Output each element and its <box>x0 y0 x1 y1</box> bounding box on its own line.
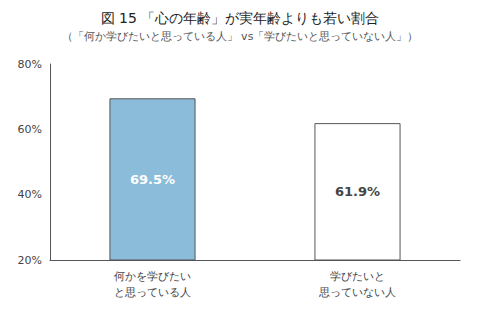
svg-text:60%: 60% <box>18 123 42 136</box>
svg-text:20%: 20% <box>18 254 42 267</box>
svg-text:思っていない人: 思っていない人 <box>318 286 396 299</box>
svg-text:80%: 80% <box>18 58 42 71</box>
svg-text:学びたいと: 学びたいと <box>330 270 385 283</box>
svg-text:何かを学びたい: 何かを学びたい <box>114 270 191 283</box>
svg-text:69.5%: 69.5% <box>130 172 175 187</box>
svg-text:と思っている人: と思っている人 <box>114 286 191 299</box>
svg-text:61.9%: 61.9% <box>335 184 380 199</box>
svg-text:（「何か学びたいと思っている人」 vs「学びたいと思っていな: （「何か学びたいと思っている人」 vs「学びたいと思っていない人」） <box>62 30 419 43</box>
svg-text:図 15 「心の年齢」が実年齢よりも若い割合: 図 15 「心の年齢」が実年齢よりも若い割合 <box>101 10 380 26</box>
svg-text:40%: 40% <box>18 188 42 201</box>
